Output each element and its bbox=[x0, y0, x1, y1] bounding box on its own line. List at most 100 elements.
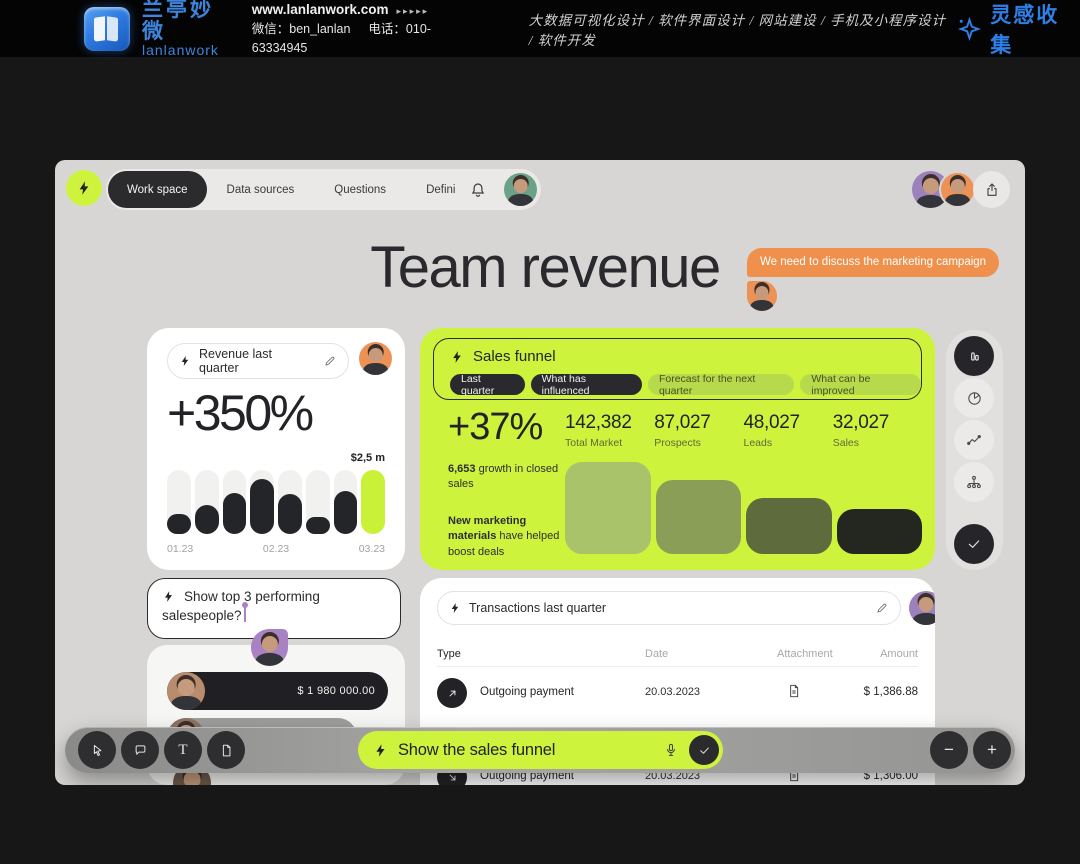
sparkle-star-icon bbox=[955, 15, 982, 42]
website-link[interactable]: www.lanlanwork.com bbox=[251, 1, 389, 17]
app-logo-bolt-button[interactable] bbox=[66, 170, 102, 206]
transaction-type: Outgoing payment bbox=[480, 686, 574, 698]
cursor-tool-button[interactable] bbox=[78, 731, 116, 769]
funnel-bar-chart bbox=[565, 462, 922, 554]
services-list: 大数据可视化设计 / 软件界面设计 / 网站建设 / 手机及小程序设计 / 软件… bbox=[528, 12, 947, 48]
funnel-stats-row: 142,382 Total Market 87,027 Prospects 48… bbox=[565, 412, 922, 449]
bolt-icon bbox=[164, 591, 173, 602]
salesperson-row-1[interactable]: $ 1 980 000.00 bbox=[167, 672, 388, 710]
card-owner-avatar bbox=[909, 591, 935, 625]
promo-banner: 兰亭妙微 lanlanwork www.lanlanwork.com ▸▸▸▸▸ … bbox=[0, 0, 1080, 57]
revenue-bar-chart bbox=[167, 470, 385, 534]
revenue-query-text: Revenue last quarter bbox=[199, 347, 272, 375]
revenue-bar bbox=[194, 470, 219, 534]
chip-last-quarter[interactable]: Last quarter bbox=[450, 373, 525, 397]
main-nav: Work space Data sources Questions Defini… bbox=[106, 169, 502, 210]
col-header-date: Date bbox=[645, 648, 669, 660]
transactions-query-input[interactable]: Transactions last quarter bbox=[437, 591, 901, 625]
sales-funnel-card: Sales funnel Last quarter What has influ… bbox=[420, 328, 935, 570]
stat-prospects: 87,027 Prospects bbox=[654, 412, 711, 449]
transaction-date: 20.03.2023 bbox=[645, 686, 701, 698]
x-label: 01.23 bbox=[167, 543, 194, 555]
transaction-date: 20.03.2023 bbox=[645, 770, 701, 782]
funnel-title: Sales funnel bbox=[473, 348, 556, 365]
share-button[interactable] bbox=[973, 171, 1010, 208]
salesperson-amount: $ 1 980 000.00 bbox=[297, 685, 375, 697]
bell-icon[interactable] bbox=[469, 181, 487, 199]
outgoing-arrow-icon bbox=[437, 678, 467, 708]
funnel-bar-sales bbox=[836, 508, 922, 554]
stat-sales: 32,027 Sales bbox=[832, 412, 890, 449]
funnel-growth-note: 6,653 growth in closed sales bbox=[448, 463, 559, 491]
current-user-avatar[interactable] bbox=[504, 173, 537, 206]
col-header-type: Type bbox=[437, 648, 461, 660]
org-chart-button[interactable] bbox=[954, 462, 994, 502]
funnel-insight-note: New marketing materials have helped boos… bbox=[448, 515, 560, 558]
x-label: 02.23 bbox=[262, 543, 290, 555]
brand-logo-icon bbox=[84, 6, 130, 51]
brand-block: 兰亭妙微 lanlanwork bbox=[142, 0, 226, 58]
prompt-input[interactable]: Show the sales funnel bbox=[358, 731, 723, 769]
revenue-query-input[interactable]: Revenue last quarter bbox=[167, 343, 349, 379]
text-cursor bbox=[241, 602, 248, 622]
collaborator-avatar-2[interactable] bbox=[939, 171, 976, 208]
chip-forecast[interactable]: Forecast for the next quarter bbox=[647, 373, 795, 397]
confirm-chart-button[interactable] bbox=[954, 524, 994, 564]
x-label: 03.23 bbox=[358, 543, 385, 555]
microphone-icon[interactable] bbox=[663, 742, 679, 758]
text-tool-button[interactable]: T bbox=[164, 731, 202, 769]
col-header-amount: Amount bbox=[880, 648, 918, 660]
funnel-bar-leads bbox=[746, 497, 832, 554]
page-title: Team revenue bbox=[370, 235, 721, 300]
stat-leads: 48,027 Leads bbox=[743, 412, 801, 449]
submit-prompt-button[interactable] bbox=[689, 735, 719, 765]
tab-work-space[interactable]: Work space bbox=[108, 171, 207, 208]
phone-label: 电话：010-63334945 bbox=[251, 21, 431, 55]
transaction-row[interactable]: Outgoing payment 20.03.2023 $ 1,386.88 bbox=[420, 670, 935, 716]
funnel-growth-value: +37% bbox=[448, 406, 543, 448]
bolt-icon bbox=[376, 743, 385, 757]
edit-pencil-icon[interactable] bbox=[323, 354, 337, 368]
revenue-peak-label: $2,5 m bbox=[350, 452, 385, 464]
funnel-chip-row: Last quarter What has influenced Forecas… bbox=[450, 373, 921, 397]
funnel-bar-prospects bbox=[655, 480, 741, 554]
bar-chart-button[interactable] bbox=[954, 336, 994, 376]
collection-title: 灵感收集 bbox=[990, 3, 1060, 57]
transaction-type: Outgoing payment bbox=[480, 770, 574, 782]
revenue-bar bbox=[250, 470, 274, 534]
question-text-line1: Show top 3 performing bbox=[184, 589, 320, 604]
zoom-out-button[interactable]: − bbox=[930, 731, 968, 769]
contact-block: www.lanlanwork.com ▸▸▸▸▸ 微信：ben_lanlan 电话：… bbox=[252, 0, 457, 57]
revenue-bar bbox=[333, 470, 358, 534]
chip-improve[interactable]: What can be improved bbox=[800, 373, 921, 397]
tab-questions[interactable]: Questions bbox=[334, 183, 387, 196]
arrows-decoration: ▸▸▸▸▸ bbox=[396, 5, 430, 16]
chip-what-has-influenced[interactable]: What has influenced bbox=[530, 373, 642, 397]
pie-chart-button[interactable] bbox=[954, 378, 994, 418]
typing-user-avatar bbox=[251, 629, 288, 666]
collection-block: 灵感收集 bbox=[955, 0, 1066, 59]
revenue-bar bbox=[305, 470, 330, 534]
funnel-bar-total-market bbox=[565, 462, 651, 554]
edit-pencil-icon[interactable] bbox=[875, 601, 889, 615]
comment-tool-button[interactable] bbox=[121, 731, 159, 769]
revenue-bar bbox=[361, 470, 385, 534]
card-owner-avatar bbox=[359, 342, 392, 375]
comment-author-avatar bbox=[747, 281, 777, 311]
line-chart-button[interactable] bbox=[954, 420, 994, 460]
bolt-icon bbox=[451, 603, 459, 613]
revenue-card: Revenue last quarter +350% $2,5 m 01.23 … bbox=[147, 328, 405, 570]
attachment-file-icon[interactable] bbox=[786, 683, 802, 699]
transaction-amount: $ 1,386.88 bbox=[863, 686, 918, 698]
bolt-icon bbox=[453, 350, 461, 363]
tab-data-sources[interactable]: Data sources bbox=[226, 183, 295, 196]
revenue-x-axis: 01.23 02.23 03.23 bbox=[167, 543, 385, 555]
funnel-header-box: Sales funnel Last quarter What has influ… bbox=[433, 338, 922, 400]
comment-bubble[interactable]: We need to discuss the marketing campaig… bbox=[747, 248, 1000, 277]
salesperson-avatar bbox=[167, 672, 205, 710]
chart-type-toolbar bbox=[946, 330, 1003, 570]
revenue-bar bbox=[222, 470, 247, 534]
document-tool-button[interactable] bbox=[207, 731, 245, 769]
zoom-in-button[interactable]: + bbox=[973, 731, 1011, 769]
